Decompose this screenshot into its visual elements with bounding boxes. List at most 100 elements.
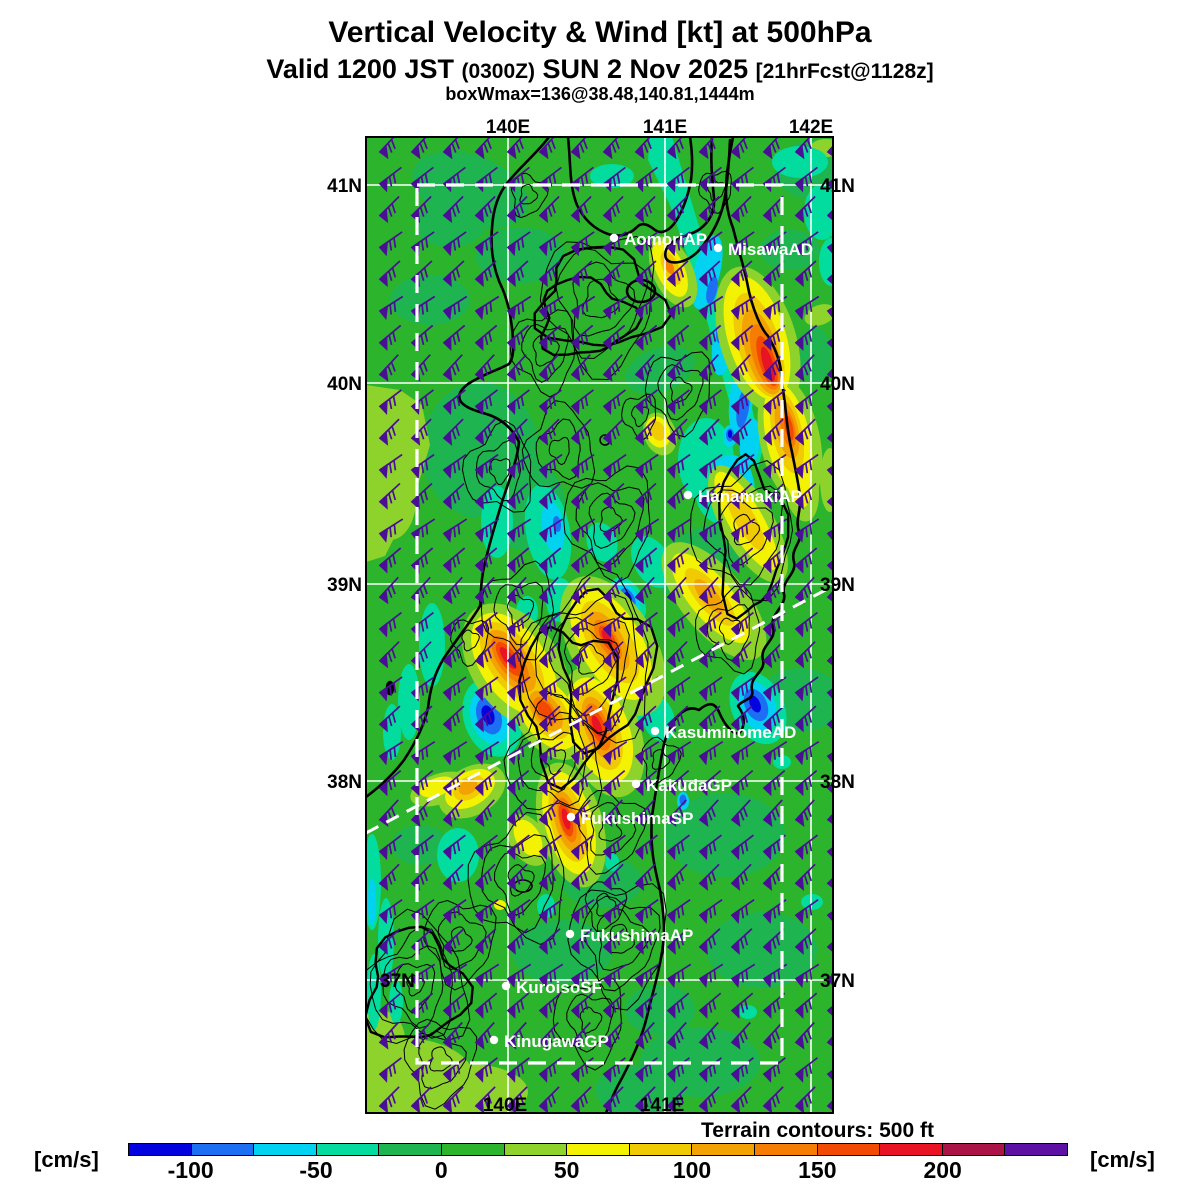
terrain-contour-major <box>557 587 659 755</box>
colorbar-tick-label: 200 <box>923 1157 962 1183</box>
station-marker: KasuminomeAD <box>650 723 796 742</box>
station-label: KinugawaGP <box>504 1032 609 1051</box>
colorbar-tick-label: -50 <box>299 1157 333 1183</box>
fill-region <box>706 276 718 304</box>
terrain-contour <box>519 567 649 744</box>
fill-region <box>804 304 833 326</box>
terrain-contour <box>539 235 655 381</box>
forecast-ref: [21hrFcst@1128z] <box>755 60 934 83</box>
station-label: AomoriAP <box>624 230 707 249</box>
fill-region <box>665 793 785 877</box>
terrain-contour <box>657 364 704 421</box>
terrain-contour <box>488 458 511 486</box>
station-dot <box>713 243 723 253</box>
terrain-contour <box>695 585 761 675</box>
lat-label-left: 41N <box>327 176 362 197</box>
station-dot <box>565 929 575 939</box>
lon-label-top: 142E <box>789 117 833 138</box>
fill-region <box>727 430 733 438</box>
fill-region <box>458 779 478 795</box>
terrain-contour <box>563 465 651 584</box>
colorbar-segment <box>692 1143 755 1156</box>
station-marker: KuroisoSF <box>501 978 602 997</box>
colorbar-unit-right: [cm/s] <box>1090 1147 1155 1172</box>
terrain-contour <box>548 436 570 466</box>
colorbar-segment <box>567 1143 630 1156</box>
lat-label-right: 39N <box>820 575 855 596</box>
fill-region <box>408 1064 528 1113</box>
terrain-contour <box>509 309 576 398</box>
station-marker: FukushimaAP <box>565 926 693 945</box>
station-label: FukushimaSP <box>581 809 693 828</box>
inner-domain-box <box>415 183 784 1065</box>
station-label: FukushimaAP <box>580 926 693 945</box>
terrain-contour <box>698 170 732 214</box>
terrain-contour <box>493 581 545 646</box>
terrain-contour <box>521 400 596 489</box>
valid-time-prefix: Valid 1200 JST <box>266 54 462 84</box>
fill-region <box>631 536 673 588</box>
colorbar-tick-label: -100 <box>167 1157 214 1183</box>
colorbar-segment <box>441 1143 505 1156</box>
station-marker: HanamakiAP <box>683 487 802 506</box>
colorbar-segment <box>754 1143 818 1156</box>
terrain-contour <box>578 643 606 675</box>
fill-region <box>475 227 565 283</box>
latlon-gridlines <box>366 137 833 1113</box>
coastline-west <box>366 137 551 799</box>
fill-region <box>707 912 817 988</box>
station-marker: KakudaGP <box>631 776 732 795</box>
terrain-contour <box>703 485 783 586</box>
lat-label-left: 38N <box>327 772 362 793</box>
terrain-contour <box>621 393 657 441</box>
fill-region <box>561 808 571 830</box>
terrain-contour <box>506 594 535 628</box>
terrain-contour <box>437 911 487 971</box>
terrain-contour <box>366 908 471 1045</box>
terrain-contour <box>535 418 581 481</box>
terrain-contour <box>631 405 650 428</box>
terrain-contour <box>493 851 547 916</box>
lat-label-right: 37N <box>820 971 855 992</box>
station-dot <box>683 490 693 500</box>
terrain-contour <box>644 351 711 438</box>
station-dot <box>489 1035 499 1045</box>
terrain-contour <box>669 376 693 404</box>
terrain-contour <box>369 925 453 1039</box>
fill-region <box>820 448 833 512</box>
colorbar-tick-label: 0 <box>434 1157 448 1183</box>
colorbar-tick-label: 100 <box>672 1157 712 1183</box>
page-title: Vertical Velocity & Wind [kt] at 500hPa <box>328 16 872 49</box>
terrain-contour <box>651 749 671 770</box>
cross-section-line <box>366 584 833 835</box>
lon-label-bottom: 140E <box>483 1095 527 1116</box>
terrain-contour <box>575 482 645 568</box>
fill-region <box>663 257 675 275</box>
boxwmax-info: boxWmax=136@38.48,140.81,1444m <box>445 84 755 104</box>
valid-time-utc: (0300Z) <box>461 60 535 83</box>
lat-label-left: 40N <box>327 374 362 395</box>
domain-overlays <box>366 183 833 1065</box>
fill-region <box>625 345 695 395</box>
terrain-contour <box>572 261 636 337</box>
station-dot <box>501 981 511 991</box>
station-marker: KinugawaGP <box>489 1032 609 1051</box>
lat-label-right: 38N <box>820 772 855 793</box>
station-dot <box>631 779 641 789</box>
fill-region <box>541 501 565 553</box>
colorbar-segment <box>817 1143 881 1156</box>
terrain-contour-major <box>533 245 673 347</box>
colorbar-segment <box>504 1143 568 1156</box>
lon-label-top: 140E <box>486 117 530 138</box>
fill-region <box>591 715 603 737</box>
fill-region <box>650 421 666 441</box>
terrain-contour <box>429 1046 453 1072</box>
station-marker: FukushimaSP <box>566 809 693 828</box>
terrain-contour <box>596 908 650 971</box>
colorbar-tick-label: 50 <box>553 1157 580 1183</box>
valid-time-line: Valid 1200 JST (0300Z) SUN 2 Nov 2025 [2… <box>0 54 1200 85</box>
station-label: MisawaAD <box>728 240 813 259</box>
terrain-contour <box>588 492 636 549</box>
terrain-contour <box>382 945 444 1029</box>
